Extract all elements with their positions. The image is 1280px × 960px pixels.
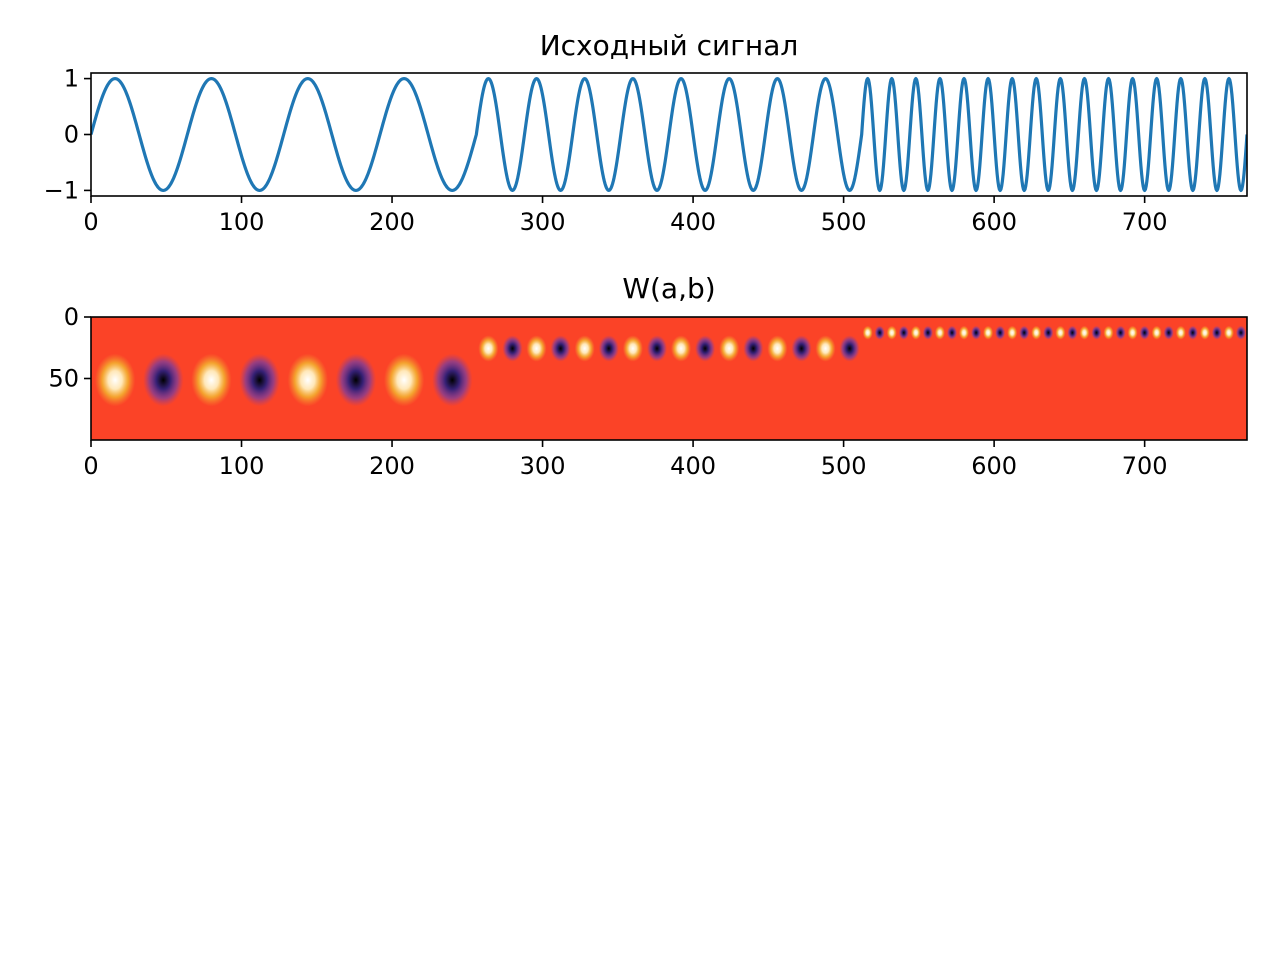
heatmap-blob-10 (526, 335, 547, 362)
heatmap-blob-36 (1007, 325, 1018, 340)
signal-series-line (91, 76, 1247, 193)
heatmap-blob-34 (983, 325, 994, 340)
signal-y-tick-label-1: 0 (64, 121, 79, 149)
heatmap-blob-41 (1067, 325, 1078, 340)
wavelet-panel: W(a,b) 0 100 200 300 400 500 600 700 0 50 (48, 272, 1248, 480)
heatmap-blob-54 (1223, 325, 1234, 340)
wavelet-x-ticks: 0 100 200 300 400 500 600 700 (83, 440, 1168, 480)
wavelet-y-ticks: 0 50 (48, 303, 91, 393)
heatmap-background (91, 317, 1247, 440)
heatmap-blob-16 (670, 335, 692, 362)
heatmap-blob-49 (1163, 325, 1174, 340)
heatmap-blob-14 (622, 335, 644, 362)
heatmap-blob-35 (995, 325, 1006, 340)
signal-x-tick-label-0: 0 (83, 208, 98, 236)
heatmap-blob-5 (335, 353, 377, 407)
wavelet-y-tick-label-1: 50 (48, 365, 79, 393)
heatmap-blob-28 (910, 325, 922, 340)
heatmap-blob-11 (550, 335, 571, 362)
heatmap-blob-7 (432, 353, 473, 407)
heatmap-blob-9 (502, 335, 523, 362)
heatmap-blob-50 (1175, 325, 1186, 340)
heatmap-blob-29 (922, 325, 934, 340)
heatmap-blob-20 (767, 335, 788, 362)
signal-y-tick-label-0: 1 (64, 65, 79, 93)
wavelet-x-tick-label-4: 400 (670, 452, 716, 480)
heatmap-blob-42 (1079, 325, 1090, 340)
signal-panel: Исходный сигнал 0 100 200 300 400 500 600 700 1… (44, 29, 1248, 236)
signal-x-tick-label-7: 700 (1122, 208, 1168, 236)
heatmap-blob-6 (383, 353, 425, 407)
heatmap-blob-45 (1115, 325, 1126, 340)
heatmap-blob-1 (143, 353, 184, 407)
heatmap-blob-44 (1103, 325, 1114, 340)
signal-x-ticks: 0 100 200 300 400 500 600 700 (83, 196, 1168, 236)
heatmap-blob-39 (1043, 325, 1054, 340)
wavelet-x-tick-label-1: 100 (219, 452, 265, 480)
heatmap-blob-32 (958, 325, 970, 340)
signal-x-tick-label-1: 100 (219, 208, 265, 236)
heatmap-blob-15 (646, 335, 668, 362)
signal-x-tick-label-2: 200 (369, 208, 415, 236)
signal-x-tick-label-3: 300 (520, 208, 566, 236)
heatmap-blob-2 (191, 353, 232, 407)
heatmap-blobs (94, 325, 1247, 407)
signal-y-ticks: 1 0 −1 (44, 65, 91, 204)
signal-x-tick-label-5: 500 (821, 208, 867, 236)
heatmap-blob-8 (478, 335, 499, 362)
wavelet-y-tick-label-0: 0 (64, 303, 79, 331)
heatmap-blob-40 (1055, 325, 1066, 340)
heatmap-blob-53 (1211, 325, 1222, 340)
heatmap-blob-3 (239, 353, 280, 407)
heatmap-blob-0 (94, 353, 136, 407)
heatmap-blob-4 (287, 353, 328, 407)
heatmap-blob-23 (839, 335, 860, 362)
heatmap-blob-46 (1127, 325, 1138, 340)
heatmap-blob-21 (791, 335, 812, 362)
heatmap-blob-30 (934, 325, 946, 340)
heatmap-blob-51 (1187, 325, 1198, 340)
heatmap-blob-38 (1031, 325, 1042, 340)
heatmap-blob-19 (743, 335, 764, 362)
heatmap-blob-12 (574, 335, 595, 362)
heatmap-blob-27 (898, 325, 909, 340)
heatmap-blob-22 (815, 335, 836, 362)
heatmap-blob-25 (874, 325, 885, 340)
heatmap-blob-33 (971, 325, 982, 340)
wavelet-x-tick-label-3: 300 (520, 452, 566, 480)
heatmap-blob-31 (946, 325, 958, 340)
wavelet-x-tick-label-0: 0 (83, 452, 98, 480)
heatmap-blob-52 (1199, 325, 1210, 340)
wavelet-title: W(a,b) (622, 272, 715, 305)
heatmap-blob-13 (598, 335, 619, 362)
heatmap-blob-24 (862, 325, 873, 340)
heatmap-blob-43 (1091, 325, 1102, 340)
heatmap-blob-17 (695, 335, 716, 362)
heatmap-blob-48 (1151, 325, 1162, 340)
wavelet-x-tick-label-5: 500 (821, 452, 867, 480)
heatmap-blob-55 (1235, 325, 1247, 340)
heatmap-blob-47 (1139, 325, 1150, 340)
signal-y-tick-label-2: −1 (44, 176, 79, 204)
signal-x-tick-label-4: 400 (670, 208, 716, 236)
signal-x-tick-label-6: 600 (971, 208, 1017, 236)
wavelet-x-tick-label-2: 200 (369, 452, 415, 480)
signal-title: Исходный сигнал (540, 29, 799, 62)
wavelet-x-tick-label-6: 600 (971, 452, 1017, 480)
heatmap-blob-26 (886, 325, 897, 340)
heatmap-blob-18 (719, 335, 740, 362)
wavelet-x-tick-label-7: 700 (1122, 452, 1168, 480)
heatmap-blob-37 (1019, 325, 1030, 340)
